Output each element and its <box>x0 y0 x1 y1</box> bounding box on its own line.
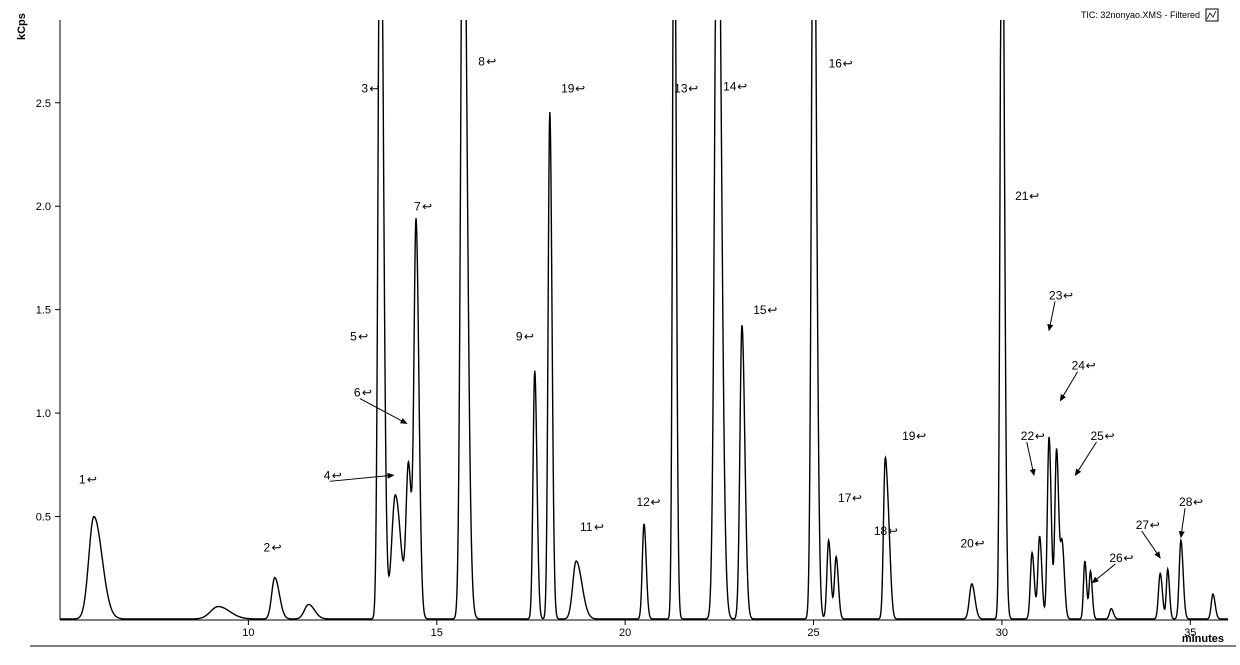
peak-label-2: 2 <box>263 541 270 555</box>
y-axis-label: kCps <box>16 13 28 40</box>
peak-label-arrow-glyph: ↩ <box>888 524 898 538</box>
peak-label-3: 3 <box>361 81 368 95</box>
peak-label-arrow-glyph: ↩ <box>271 541 281 555</box>
peak-label-arrow-glyph: ↩ <box>486 55 496 69</box>
y-tick-label: 1.0 <box>36 408 51 420</box>
peak-label-20: 20 <box>960 537 974 551</box>
peak-label-arrow-glyph: ↩ <box>87 472 97 486</box>
y-tick-label: 1.5 <box>36 305 51 317</box>
peak-label-arrow-glyph: ↩ <box>1063 288 1073 302</box>
peak-label-arrow-glyph: ↩ <box>1193 495 1203 509</box>
peak-label-24: 24 <box>1072 359 1086 373</box>
peak-label-arrow-glyph: ↩ <box>843 57 853 71</box>
peak-label-19: 19 <box>902 429 916 443</box>
peak-label-17: 17 <box>838 491 852 505</box>
peak-label-9: 9 <box>516 330 523 344</box>
chromatogram-container: TIC: 32nonyao.XMS - FilteredkCpsminutes0… <box>0 0 1240 665</box>
peak-label-arrow-glyph: ↩ <box>650 495 660 509</box>
peak-label-6: 6 <box>354 386 361 400</box>
peak-label-arrow-glyph: ↩ <box>1029 189 1039 203</box>
peak-label-25: 25 <box>1090 429 1104 443</box>
peak-label-arrow-glyph: ↩ <box>1035 429 1045 443</box>
x-tick-label: 25 <box>807 627 819 639</box>
x-tick-label: 20 <box>619 627 631 639</box>
peak-label-arrow-glyph: ↩ <box>1086 359 1096 373</box>
peak-label-arrow-glyph: ↩ <box>362 386 372 400</box>
peak-label-arrow-glyph: ↩ <box>422 199 432 213</box>
peak-label-27: 27 <box>1136 518 1150 532</box>
header-label: TIC: 32nonyao.XMS - Filtered <box>1081 10 1200 20</box>
x-tick-label: 35 <box>1184 627 1196 639</box>
peak-label-arrow-glyph: ↩ <box>852 491 862 505</box>
peak-label-4: 4 <box>324 468 331 482</box>
peak-label-arrow-glyph: ↩ <box>1123 551 1133 565</box>
peak-label-arrow-glyph: ↩ <box>1104 429 1114 443</box>
peak-label-arrow-glyph: ↩ <box>594 520 604 534</box>
peak-label-21: 21 <box>1015 189 1029 203</box>
peak-label-8: 8 <box>478 55 485 69</box>
x-tick-label: 10 <box>242 627 254 639</box>
peak-label-1: 1 <box>79 472 86 486</box>
peak-label-arrow-glyph: ↩ <box>358 330 368 344</box>
peak-label-19: 19 <box>561 81 575 95</box>
plot-background <box>0 0 1240 665</box>
chromatogram-svg: TIC: 32nonyao.XMS - FilteredkCpsminutes0… <box>0 0 1240 665</box>
peak-label-arrow-glyph: ↩ <box>688 81 698 95</box>
x-tick-label: 15 <box>431 627 443 639</box>
peak-label-arrow-glyph: ↩ <box>737 79 747 93</box>
peak-label-14: 14 <box>723 79 737 93</box>
peak-label-22: 22 <box>1021 429 1035 443</box>
peak-label-26: 26 <box>1109 551 1123 565</box>
peak-label-12: 12 <box>636 495 650 509</box>
y-tick-label: 0.5 <box>36 512 51 524</box>
peak-label-arrow-glyph: ↩ <box>524 330 534 344</box>
peak-label-arrow-glyph: ↩ <box>767 303 777 317</box>
peak-label-18: 18 <box>874 524 888 538</box>
peak-label-arrow-glyph: ↩ <box>1150 518 1160 532</box>
peak-label-5: 5 <box>350 330 357 344</box>
peak-label-28: 28 <box>1179 495 1193 509</box>
peak-label-arrow-glyph: ↩ <box>575 81 585 95</box>
peak-label-15: 15 <box>753 303 767 317</box>
peak-label-23: 23 <box>1049 288 1063 302</box>
y-tick-label: 2.5 <box>36 98 51 110</box>
x-tick-label: 30 <box>996 627 1008 639</box>
peak-label-arrow-glyph: ↩ <box>974 537 984 551</box>
peak-label-arrow-glyph: ↩ <box>916 429 926 443</box>
y-tick-label: 2.0 <box>36 201 51 213</box>
peak-label-arrow-glyph: ↩ <box>369 81 379 95</box>
peak-label-13: 13 <box>674 81 688 95</box>
peak-label-7: 7 <box>414 199 421 213</box>
peak-label-16: 16 <box>829 57 843 71</box>
peak-label-11: 11 <box>580 520 593 534</box>
